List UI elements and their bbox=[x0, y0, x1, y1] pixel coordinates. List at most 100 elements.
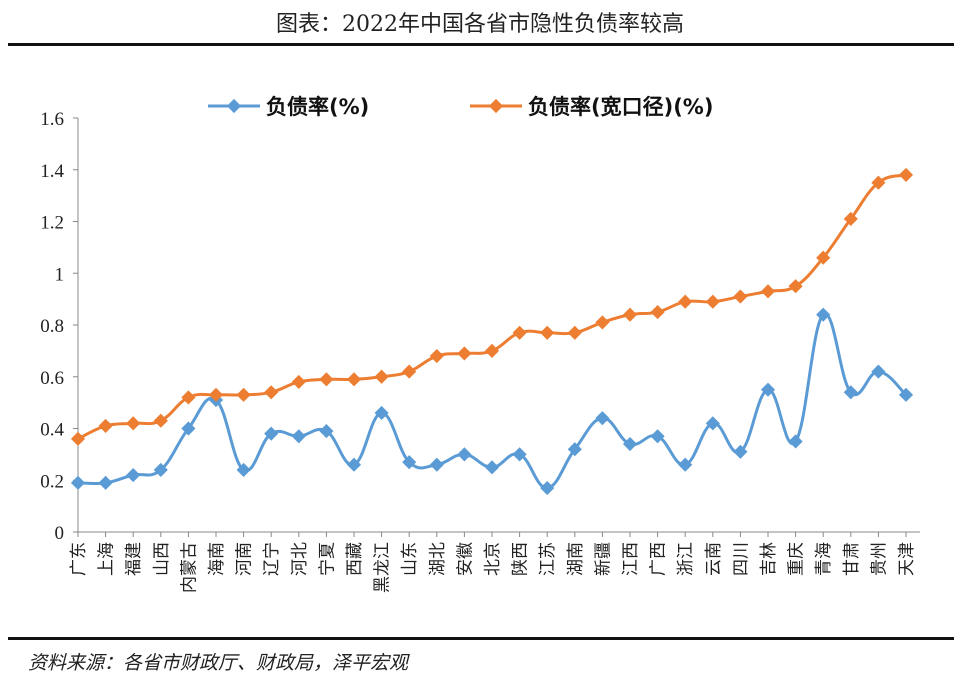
y-tick-label: 1.2 bbox=[40, 213, 64, 234]
data-point-1 bbox=[374, 369, 389, 384]
x-tick-label: 福建 bbox=[124, 542, 144, 576]
x-tick-label: 黑龙江 bbox=[373, 542, 393, 593]
data-point-1 bbox=[70, 431, 86, 446]
data-point-0 bbox=[153, 462, 168, 477]
x-tick-label: 贵州 bbox=[869, 542, 889, 576]
y-tick-label: 0.8 bbox=[40, 316, 64, 337]
data-point-0 bbox=[181, 421, 196, 436]
x-tick-label: 北京 bbox=[483, 542, 503, 576]
data-point-0 bbox=[760, 382, 776, 397]
data-point-0 bbox=[650, 429, 665, 444]
data-point-0 bbox=[70, 475, 86, 490]
data-point-0 bbox=[402, 455, 417, 470]
data-point-0 bbox=[705, 416, 720, 431]
y-tick-label: 0 bbox=[55, 523, 65, 544]
x-tick-label: 浙江 bbox=[676, 542, 696, 576]
data-point-0 bbox=[816, 307, 831, 322]
data-point-1 bbox=[291, 374, 306, 389]
data-point-0 bbox=[788, 434, 803, 449]
data-point-1 bbox=[319, 372, 334, 387]
data-point-0 bbox=[567, 442, 582, 457]
x-tick-label: 海南 bbox=[207, 542, 227, 576]
x-tick-label: 甘肃 bbox=[842, 542, 862, 576]
x-tick-label: 西藏 bbox=[345, 542, 365, 576]
top-rule bbox=[8, 43, 954, 46]
data-point-0 bbox=[319, 424, 334, 439]
legend-marker-1 bbox=[488, 98, 504, 114]
data-point-0 bbox=[843, 385, 858, 400]
y-tick-label: 1.6 bbox=[40, 109, 64, 130]
data-point-1 bbox=[678, 294, 693, 309]
x-tick-label: 江西 bbox=[621, 542, 641, 576]
x-tick-label: 四川 bbox=[731, 542, 751, 576]
x-tick-label: 陕西 bbox=[511, 542, 531, 576]
data-point-0 bbox=[512, 447, 527, 462]
data-point-1 bbox=[567, 325, 582, 340]
x-tick-label: 内蒙古 bbox=[179, 542, 199, 593]
x-tick-label: 重庆 bbox=[787, 542, 807, 576]
x-tick-label: 吉林 bbox=[759, 542, 779, 576]
data-point-1 bbox=[457, 346, 472, 361]
legend-label-0: 负债率(%) bbox=[266, 95, 369, 119]
x-tick-label: 湖北 bbox=[428, 542, 448, 576]
x-tick-label: 上海 bbox=[97, 542, 117, 576]
data-point-1 bbox=[98, 418, 113, 433]
data-point-0 bbox=[374, 405, 389, 421]
data-point-1 bbox=[153, 413, 168, 428]
x-tick-label: 湖南 bbox=[566, 542, 586, 576]
source-note: 资料来源：各省市财政厅、财政局，泽平宏观 bbox=[28, 652, 409, 674]
data-point-1 bbox=[346, 372, 362, 387]
data-point-1 bbox=[843, 211, 858, 226]
data-point-1 bbox=[264, 385, 279, 400]
data-point-1 bbox=[126, 416, 141, 431]
data-point-1 bbox=[816, 250, 831, 265]
data-point-0 bbox=[595, 411, 610, 426]
data-point-0 bbox=[622, 436, 638, 452]
data-point-0 bbox=[98, 475, 113, 490]
y-tick-label: 0.4 bbox=[40, 420, 64, 441]
legend-marker-0 bbox=[226, 98, 242, 114]
data-point-1 bbox=[512, 325, 527, 340]
chart-title: 图表：2022年中国各省市隐性负债率较高 bbox=[276, 12, 684, 37]
x-tick-label: 江苏 bbox=[538, 542, 558, 576]
series-line-1 bbox=[77, 173, 907, 441]
x-tick-label: 安徽 bbox=[455, 542, 475, 576]
data-point-1 bbox=[484, 343, 500, 358]
data-point-1 bbox=[871, 175, 886, 190]
data-point-1 bbox=[733, 289, 748, 304]
legend-label-1: 负债率(宽口径)(%) bbox=[528, 95, 713, 119]
x-tick-label: 云南 bbox=[704, 542, 724, 576]
data-point-0 bbox=[871, 364, 886, 379]
x-tick-label: 河南 bbox=[235, 542, 255, 576]
x-tick-label: 河北 bbox=[290, 542, 310, 576]
data-point-0 bbox=[291, 429, 306, 444]
data-point-1 bbox=[705, 294, 720, 309]
x-tick-label: 广东 bbox=[69, 542, 89, 576]
data-point-1 bbox=[181, 390, 196, 405]
data-point-1 bbox=[788, 279, 803, 294]
data-point-0 bbox=[236, 462, 251, 477]
data-point-1 bbox=[402, 364, 417, 379]
data-point-0 bbox=[678, 457, 693, 472]
data-point-1 bbox=[208, 387, 224, 402]
y-tick-label: 0.6 bbox=[40, 368, 64, 389]
x-tick-label: 广西 bbox=[649, 542, 669, 576]
data-point-1 bbox=[650, 304, 665, 320]
data-point-0 bbox=[733, 444, 748, 459]
x-tick-label: 新疆 bbox=[593, 542, 613, 576]
y-tick-label: 0.2 bbox=[40, 471, 64, 492]
x-tick-label: 辽宁 bbox=[262, 542, 282, 576]
data-point-0 bbox=[346, 457, 362, 472]
data-point-0 bbox=[898, 387, 914, 402]
series-line-0 bbox=[77, 312, 908, 490]
data-point-1 bbox=[760, 284, 776, 299]
x-tick-label: 宁夏 bbox=[317, 542, 337, 576]
y-tick-label: 1 bbox=[55, 264, 65, 285]
x-tick-label: 山东 bbox=[400, 542, 420, 576]
y-tick-label: 1.4 bbox=[40, 161, 64, 182]
x-tick-label: 山西 bbox=[152, 542, 172, 576]
data-point-0 bbox=[429, 457, 444, 472]
x-tick-label: 青海 bbox=[814, 542, 834, 576]
data-point-1 bbox=[540, 325, 555, 340]
